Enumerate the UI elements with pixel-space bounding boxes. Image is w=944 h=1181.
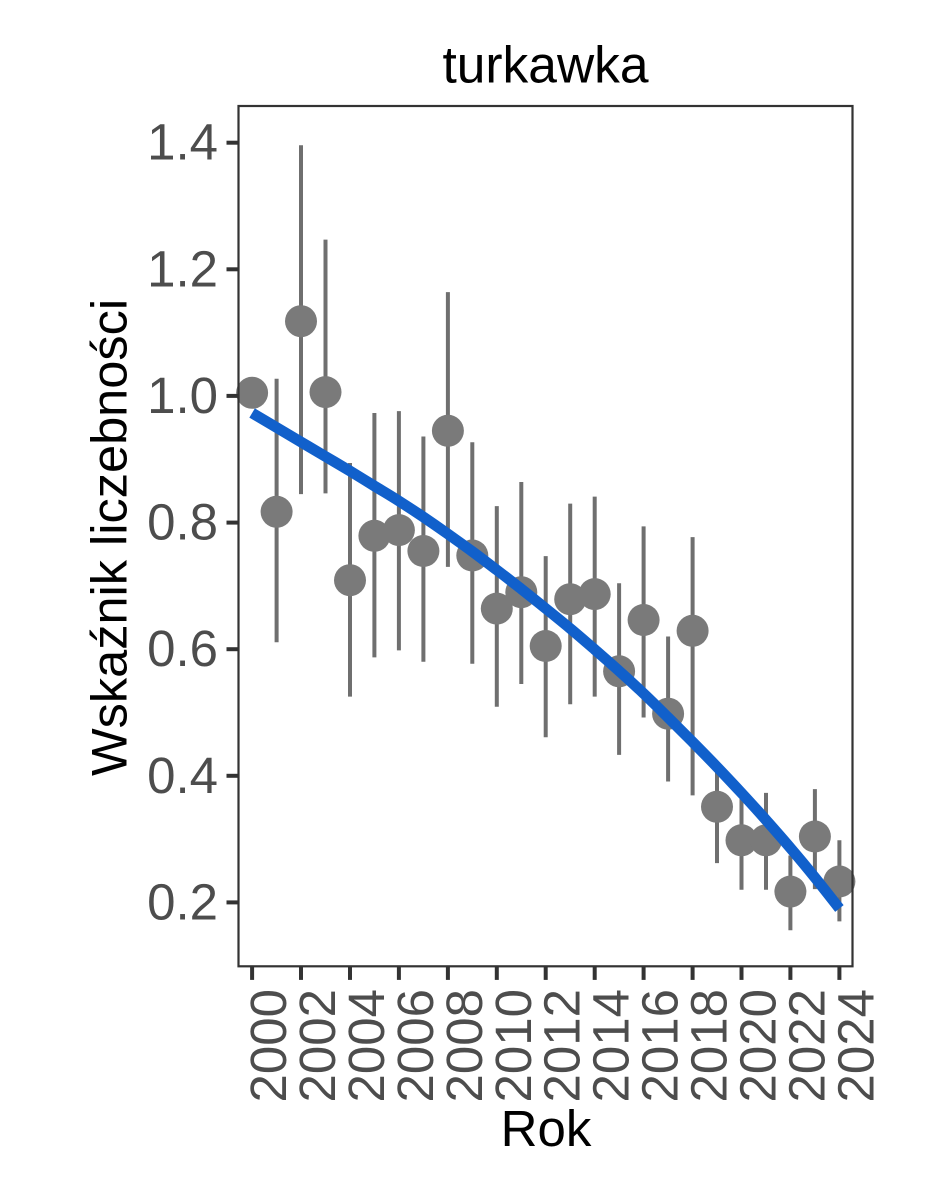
svg-text:1.4: 1.4 (147, 114, 218, 171)
svg-text:0.4: 0.4 (147, 747, 218, 804)
svg-text:2016: 2016 (632, 989, 689, 1102)
svg-text:2008: 2008 (436, 989, 493, 1102)
svg-text:2010: 2010 (485, 989, 542, 1102)
svg-text:Wskaźnik liczebności: Wskaźnik liczebności (81, 299, 138, 776)
svg-text:1.2: 1.2 (147, 240, 218, 297)
svg-text:0.8: 0.8 (147, 494, 218, 551)
svg-text:2014: 2014 (583, 989, 640, 1102)
svg-text:Rok: Rok (501, 1100, 592, 1157)
svg-text:2006: 2006 (387, 989, 444, 1102)
svg-text:2002: 2002 (289, 989, 346, 1102)
svg-text:1.0: 1.0 (147, 367, 218, 424)
svg-text:0.2: 0.2 (147, 873, 218, 930)
svg-text:2012: 2012 (534, 989, 591, 1102)
svg-text:2000: 2000 (240, 989, 297, 1102)
svg-text:2022: 2022 (778, 989, 835, 1102)
svg-text:2020: 2020 (730, 989, 787, 1102)
svg-text:turkawka: turkawka (442, 36, 648, 94)
svg-text:2024: 2024 (827, 989, 884, 1102)
svg-text:2018: 2018 (681, 989, 738, 1102)
svg-text:0.6: 0.6 (147, 620, 218, 677)
svg-text:2004: 2004 (338, 989, 395, 1102)
